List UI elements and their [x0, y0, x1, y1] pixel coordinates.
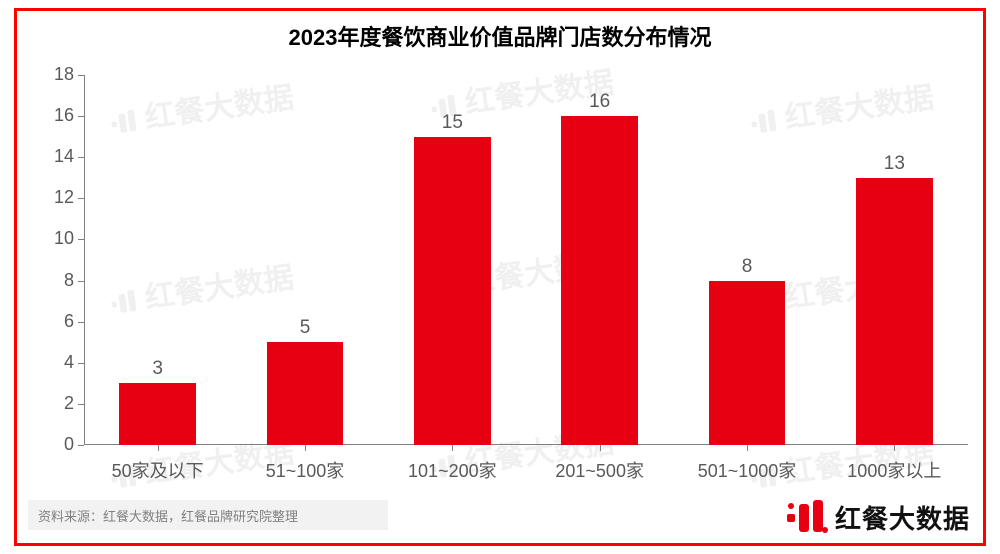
- bar-value-label: 3: [128, 358, 188, 380]
- y-tick-label: 18: [34, 64, 74, 85]
- y-tick-mark: [78, 116, 84, 117]
- y-tick-mark: [78, 404, 84, 405]
- bar-value-label: 15: [422, 112, 482, 134]
- y-tick-mark: [78, 157, 84, 158]
- x-tick-mark: [600, 445, 601, 451]
- y-tick-label: 8: [34, 270, 74, 291]
- y-tick-label: 2: [34, 393, 74, 414]
- y-tick-mark: [78, 239, 84, 240]
- bar: [709, 281, 786, 445]
- y-tick-label: 0: [34, 434, 74, 455]
- y-tick-mark: [78, 75, 84, 76]
- x-tick-mark: [158, 445, 159, 451]
- y-tick-label: 14: [34, 146, 74, 167]
- y-tick-mark: [78, 281, 84, 282]
- y-tick-label: 4: [34, 352, 74, 373]
- x-axis-line: [84, 444, 968, 445]
- y-tick-label: 10: [34, 228, 74, 249]
- bar-value-label: 13: [864, 153, 924, 175]
- bar: [856, 178, 933, 445]
- x-category-label: 51~100家: [231, 457, 378, 483]
- y-tick-label: 6: [34, 311, 74, 332]
- x-tick-mark: [452, 445, 453, 451]
- brand-logo-icon: [787, 500, 829, 536]
- y-tick-label: 12: [34, 187, 74, 208]
- y-tick-mark: [78, 198, 84, 199]
- source-box: 资料来源：红餐大数据，红餐品牌研究院整理: [28, 500, 388, 530]
- x-tick-mark: [894, 445, 895, 451]
- bar: [561, 116, 638, 445]
- y-tick-mark: [78, 363, 84, 364]
- x-category-label: 1000家以上: [821, 457, 968, 483]
- bar: [119, 383, 196, 445]
- brand-logo: 红餐大数据: [787, 499, 970, 536]
- x-tick-mark: [305, 445, 306, 451]
- chart-title: 2023年度餐饮商业价值品牌门店数分布情况: [0, 20, 1000, 52]
- plot-area: 024681012141618350家及以下551~100家15101~200家…: [84, 75, 968, 445]
- source-text: 资料来源：红餐大数据，红餐品牌研究院整理: [38, 506, 298, 525]
- brand-logo-text: 红餐大数据: [835, 499, 970, 536]
- bar-value-label: 8: [717, 256, 777, 278]
- y-tick-mark: [78, 445, 84, 446]
- x-tick-mark: [747, 445, 748, 451]
- x-category-label: 201~500家: [526, 457, 673, 483]
- y-axis-line: [84, 75, 85, 445]
- x-category-label: 101~200家: [379, 457, 526, 483]
- bar-value-label: 5: [275, 317, 335, 339]
- bar-value-label: 16: [570, 91, 630, 113]
- bar: [267, 342, 344, 445]
- y-tick-mark: [78, 322, 84, 323]
- x-category-label: 50家及以下: [84, 457, 231, 483]
- y-tick-label: 16: [34, 105, 74, 126]
- x-category-label: 501~1000家: [673, 457, 820, 483]
- bar: [414, 137, 491, 445]
